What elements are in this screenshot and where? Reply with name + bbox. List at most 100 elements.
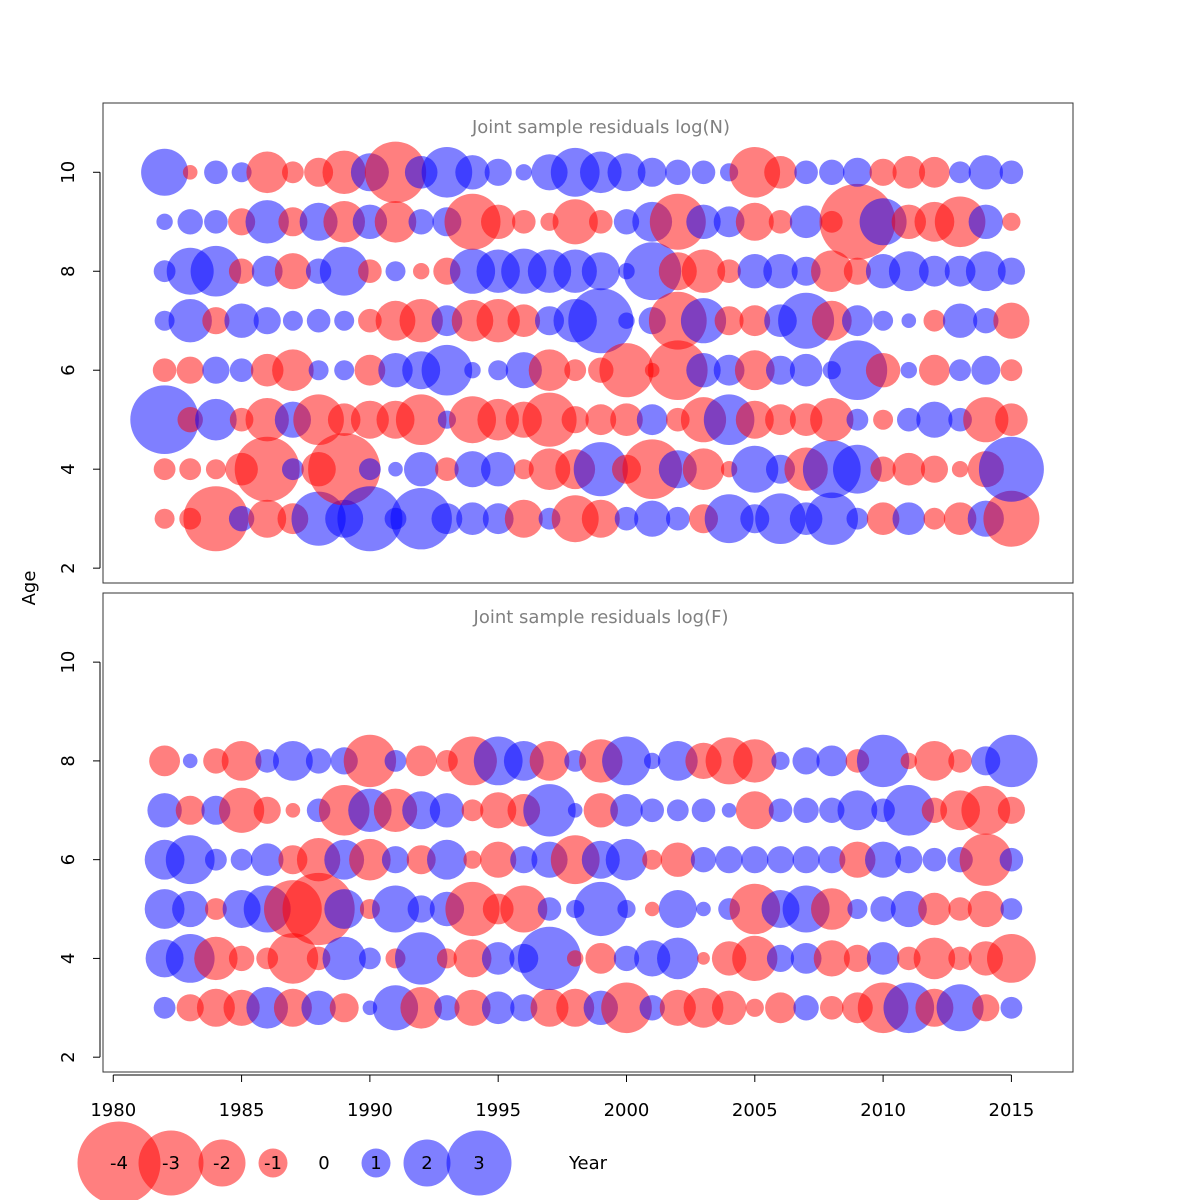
legend-bubble: [198, 1139, 246, 1187]
bubble-logN-2011-age5: [897, 407, 921, 432]
bubble-logF-1982-age3: [153, 996, 176, 1019]
bubble-logF-1994-age3: [454, 989, 491, 1026]
bubble-logN-2003-age8: [681, 249, 726, 293]
bubble-logN-1995-age3: [482, 503, 514, 535]
bubble-logN-1983-age6: [176, 356, 204, 384]
bubble-logF-2009-age6: [839, 841, 876, 878]
bubble-logF-1993-age7: [429, 793, 465, 828]
bubble-logF-1995-age7: [480, 792, 517, 829]
bubble-logN-1991-age9: [374, 201, 417, 243]
bubble-logN-1999-age8: [581, 252, 620, 291]
legend-bubble: [403, 1139, 451, 1187]
bubble-logN-1992-age8: [413, 263, 430, 280]
bubble-logF-2007-age6: [792, 846, 820, 874]
bubble-logN-1995-age5: [477, 398, 519, 441]
bubble-logN-1988-age5: [293, 394, 344, 446]
bubble-logN-1982-age5: [130, 385, 199, 455]
bubble-logF-2002-age5: [658, 890, 697, 928]
bubble-logN-2008-age7: [811, 300, 852, 341]
bubble-logF-1985-age4: [228, 945, 255, 972]
bubble-logN-2013-age10: [949, 161, 971, 184]
bubble-logF-2009-age7: [837, 790, 878, 831]
bubble-logN-1990-age4: [359, 458, 381, 481]
bubble-logN-1991-age4: [388, 461, 403, 477]
bubble-logF-2012-age6: [922, 847, 947, 872]
bubble-logN-2011-age3: [892, 502, 926, 535]
bubble-logN-2004-age3: [704, 494, 754, 544]
bubble-logN-1984-age9: [204, 210, 228, 234]
top-panel-title: Joint sample residuals log(N): [471, 117, 730, 138]
bubble-logN-2011-age10: [892, 156, 926, 189]
bubble-logN-2001-age10: [637, 157, 667, 187]
bubble-logN-2010-age3: [866, 502, 900, 535]
bubble-logN-2012-age6: [919, 354, 950, 386]
bubble-logF-2003-age4: [697, 952, 710, 965]
bubble-logF-2013-age3: [936, 984, 984, 1032]
bubble-logF-1990-age6: [349, 838, 391, 881]
bubble-logN-2003-age7: [680, 298, 727, 344]
bubble-logN-1987-age8: [274, 253, 311, 290]
bubble-logN-2000-age9: [613, 209, 640, 235]
bubble-logN-2009-age4: [833, 444, 882, 494]
bubble-logN-1998-age9: [552, 199, 598, 245]
bubble-logF-2010-age8: [856, 734, 910, 788]
bubble-logF-1988-age3: [301, 990, 336, 1025]
bubble-logN-1990-age3: [337, 486, 403, 552]
bubble-logF-2007-age8: [792, 747, 820, 775]
bubble-logF-2004-age3: [711, 990, 747, 1025]
bubble-logN-2001-age5: [636, 404, 668, 436]
bubble-logF-2014-age7: [961, 785, 1011, 835]
bubble-logN-1997-age5: [522, 392, 577, 447]
bubble-logF-1984-age3: [196, 988, 235, 1027]
bubble-logN-2004-age8: [717, 259, 741, 284]
bubble-logN-1987-age7: [282, 310, 303, 331]
y-tick-label: 6: [58, 364, 79, 375]
bubble-logN-2002-age6: [648, 340, 708, 401]
bubble-logN-2005-age5: [735, 400, 774, 439]
bubble-logN-1996-age4: [513, 459, 534, 480]
bubble-logF-1990-age8: [343, 734, 397, 788]
y-tick-label: 4: [58, 463, 79, 474]
bottom-panel-frame: [102, 592, 1074, 1073]
bubble-logN-1984-age10: [204, 160, 228, 185]
bubble-logN-2007-age9: [789, 205, 823, 239]
bubble-logN-2004-age9: [713, 206, 745, 238]
bubble-logF-1985-age8: [221, 741, 262, 781]
bubble-logN-1994-age6: [464, 362, 481, 379]
bubble-logF-2003-age7: [691, 798, 716, 823]
bubble-logF-1995-age6: [480, 841, 517, 878]
bubble-logN-1985-age7: [224, 303, 259, 338]
bubble-logF-1985-age7: [219, 787, 265, 833]
bubble-logF-1992-age8: [405, 745, 437, 777]
bubble-logN-2012-age4: [920, 455, 949, 483]
bubble-logF-2000-age4: [613, 945, 640, 972]
bubble-logN-1982-age4: [153, 458, 176, 481]
bubble-logF-1993-age3: [434, 995, 460, 1021]
bubble-logF-1994-age7: [461, 799, 484, 822]
bubble-logN-2014-age10: [968, 155, 1003, 190]
bubble-logN-1983-age10: [182, 165, 198, 180]
bubble-logN-1995-age7: [476, 299, 520, 343]
bubble-logF-2007-age7: [793, 797, 819, 823]
bubble-logN-2009-age7: [842, 305, 873, 337]
bubble-logN-2009-age3: [846, 507, 869, 530]
bubble-logN-2002-age3: [666, 506, 690, 531]
bubble-logN-1985-age6: [229, 358, 254, 383]
bubble-logN-2010-age7: [873, 310, 894, 331]
bubble-logF-1983-age3: [176, 994, 204, 1022]
bubble-logF-2011-age8: [900, 752, 917, 770]
bubble-logN-2015-age8: [997, 257, 1025, 285]
bottom-panel-title: Joint sample residuals log(F): [473, 607, 729, 628]
bubble-logN-2012-age8: [919, 255, 950, 287]
bubble-logF-1983-age7: [175, 795, 205, 825]
bubble-logN-1983-age4: [179, 458, 202, 481]
bubble-logF-2010-age4: [866, 942, 900, 975]
legend-bubble: [361, 1148, 391, 1178]
bubble-logF-1998-age7: [567, 803, 583, 818]
bubble-logN-2011-age8: [888, 251, 929, 292]
bubble-logF-1997-age4: [517, 926, 582, 991]
bubble-logN-1982-age3: [154, 508, 175, 529]
bubble-logF-1991-age6: [381, 846, 410, 874]
bubble-logN-2009-age8: [843, 257, 872, 285]
bubble-logN-2006-age10: [764, 156, 797, 189]
